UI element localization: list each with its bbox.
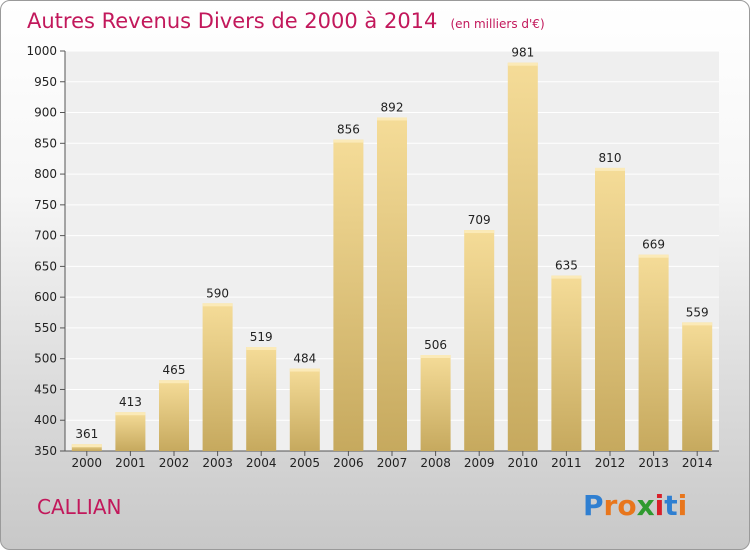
bar-highlight — [638, 254, 669, 258]
data-label-2012: 810 — [599, 151, 622, 165]
bar-2002 — [159, 380, 189, 451]
data-label-2002: 465 — [163, 363, 186, 377]
bar-2004 — [246, 347, 277, 451]
bar-highlight — [289, 368, 320, 372]
x-tick-label: 2005 — [290, 456, 321, 470]
bar-highlight — [333, 139, 364, 143]
x-tick-label: 2011 — [551, 456, 582, 470]
bar-2005 — [289, 368, 320, 451]
data-label-2013: 669 — [642, 238, 665, 252]
x-tick-label: 2010 — [508, 456, 539, 470]
data-label-2004: 519 — [250, 330, 273, 344]
x-tick-label: 2003 — [202, 456, 233, 470]
y-tick-label: 350 — [34, 444, 57, 458]
bar-2000 — [71, 444, 102, 451]
bar-2012 — [595, 167, 625, 451]
data-label-2006: 856 — [337, 123, 360, 137]
y-tick-label: 550 — [34, 321, 57, 335]
bar-2003 — [202, 303, 233, 451]
bar-highlight — [551, 275, 582, 279]
bar-highlight — [115, 412, 146, 416]
logo-letter: i — [654, 489, 665, 522]
y-tick-label: 750 — [34, 198, 57, 212]
x-tick-label: 2002 — [159, 456, 190, 470]
logo-letter: x — [636, 489, 655, 522]
x-tick-label: 2004 — [246, 456, 277, 470]
y-tick-label: 650 — [34, 259, 57, 273]
x-tick-label: 2009 — [464, 456, 495, 470]
location-name: CALLIAN — [37, 495, 122, 519]
y-tick-label: 450 — [34, 382, 57, 396]
data-label-2005: 484 — [293, 352, 316, 366]
logo-letter: o — [617, 489, 637, 522]
bar-2008 — [420, 355, 451, 451]
chart-subtitle: (en milliers d'€) — [450, 17, 545, 31]
bar-2007 — [377, 117, 407, 451]
y-tick-label: 950 — [34, 75, 57, 89]
bar-highlight — [595, 167, 625, 171]
bar-highlight — [246, 347, 277, 350]
data-label-2010: 981 — [511, 46, 534, 60]
bar-highlight — [420, 355, 451, 358]
x-tick-label: 2013 — [638, 456, 669, 470]
bar-highlight — [464, 230, 495, 234]
y-tick-label: 700 — [34, 229, 57, 243]
data-label-2001: 413 — [119, 395, 142, 409]
data-label-2007: 892 — [381, 100, 404, 114]
bar-2006 — [333, 139, 364, 451]
data-label-2014: 559 — [686, 305, 709, 319]
y-tick-label: 400 — [34, 413, 57, 427]
x-tick-label: 2000 — [72, 456, 103, 470]
logo-letter: r — [603, 489, 618, 522]
x-tick-label: 2007 — [377, 456, 408, 470]
logo-letter: t — [664, 489, 678, 522]
y-tick-label: 900 — [34, 106, 57, 120]
data-label-2009: 709 — [468, 213, 491, 227]
logo-letter: P — [583, 489, 604, 522]
bar-highlight — [377, 117, 407, 121]
x-tick-label: 2006 — [333, 456, 364, 470]
x-tick-label: 2014 — [682, 456, 713, 470]
bar-highlight — [71, 444, 102, 448]
logo-letter: i — [677, 489, 688, 522]
bar-2014 — [682, 322, 713, 451]
chart-title: Autres Revenus Divers de 2000 à 2014 — [27, 9, 438, 33]
data-label-2011: 635 — [555, 259, 578, 273]
bar-highlight — [682, 322, 713, 326]
data-label-2008: 506 — [424, 338, 447, 352]
bar-highlight — [507, 62, 538, 66]
data-label-2000: 361 — [75, 427, 98, 441]
bar-highlight — [202, 303, 233, 307]
y-tick-label: 850 — [34, 136, 57, 150]
proxiti-logo: Proxiti — [583, 489, 687, 522]
y-tick-label: 600 — [34, 290, 57, 304]
bar-2010 — [507, 62, 538, 451]
data-label-2003: 590 — [206, 286, 229, 300]
bar-2011 — [551, 275, 582, 451]
bar-2009 — [464, 230, 495, 451]
chart-title-block: Autres Revenus Divers de 2000 à 2014 (en… — [27, 9, 545, 33]
y-tick-label: 1000 — [26, 44, 57, 58]
y-tick-label: 500 — [34, 352, 57, 366]
x-tick-label: 2012 — [595, 456, 626, 470]
bar-2001 — [115, 412, 146, 451]
x-tick-label: 2008 — [420, 456, 451, 470]
y-tick-label: 800 — [34, 167, 57, 181]
bar-2013 — [638, 254, 669, 451]
x-tick-label: 2001 — [115, 456, 146, 470]
bar-highlight — [159, 380, 189, 384]
